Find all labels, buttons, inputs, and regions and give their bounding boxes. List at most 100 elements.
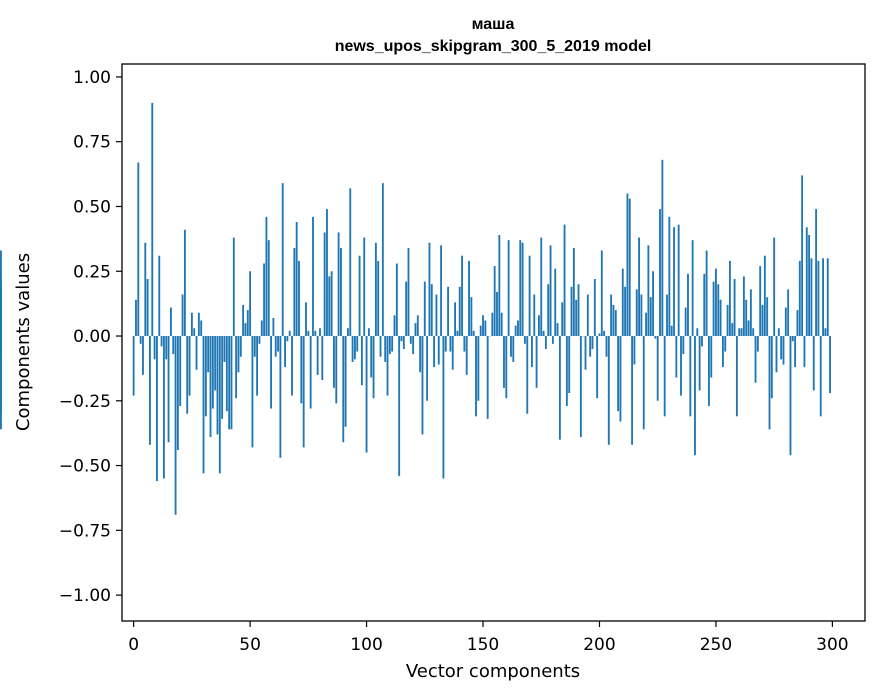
bar-10 (156, 336, 158, 482)
bar-95 (353, 336, 356, 360)
bar-187 (568, 336, 571, 394)
bar-128 (430, 284, 433, 337)
bar-272 (766, 297, 769, 337)
bar-232 (673, 227, 675, 337)
bar-20 (179, 336, 182, 406)
bar-2 (137, 162, 140, 337)
bar-173 (535, 336, 538, 388)
bar-123 (419, 336, 422, 373)
bar-60 (272, 317, 275, 337)
bar-111 (391, 336, 394, 352)
bar-279 (782, 336, 785, 365)
bar-214 (631, 336, 634, 445)
bar-116 (402, 336, 405, 349)
bar-157 (498, 234, 501, 337)
bar-31 (204, 336, 207, 417)
x-tick-label: 50 (239, 635, 261, 655)
bar-177 (544, 336, 547, 349)
bar-45 (237, 336, 240, 373)
bar-268 (756, 336, 759, 352)
bar-276 (775, 336, 778, 373)
bar-15 (167, 336, 170, 443)
bar-203 (605, 336, 608, 357)
x-tick-label: 150 (467, 635, 499, 655)
x-tick-label: 250 (700, 635, 732, 655)
bar-166 (519, 240, 522, 337)
bar-122 (416, 315, 419, 337)
bar-247 (708, 336, 710, 406)
bar-25 (190, 312, 193, 337)
bar-266 (752, 328, 755, 337)
bar-40 (225, 336, 228, 412)
bar-78 (314, 330, 317, 337)
x-tick-label: 0 (128, 635, 139, 655)
bar-253 (721, 336, 724, 368)
bar-51 (251, 336, 254, 448)
bar-230 (668, 216, 671, 337)
bar-19 (176, 336, 179, 451)
bar-175 (540, 237, 543, 337)
bar-207 (614, 310, 617, 337)
bar-185 (563, 224, 566, 337)
bar-202 (603, 330, 606, 337)
bar-99 (363, 237, 366, 337)
bar-191 (577, 284, 580, 337)
bar-278 (780, 336, 783, 360)
x-tick-label: 200 (583, 635, 615, 655)
bar-205 (610, 294, 613, 337)
bar-172 (533, 294, 536, 337)
bar-110 (388, 336, 391, 355)
bars-group (0, 102, 831, 515)
bar-124 (421, 336, 424, 435)
bar-231 (670, 325, 673, 337)
bar-5 (144, 242, 147, 337)
bar-289 (805, 227, 808, 337)
bar-236 (682, 336, 685, 355)
bar-104 (374, 242, 377, 337)
bar-165 (517, 320, 519, 337)
bar-196 (589, 336, 592, 357)
bar-130 (435, 294, 438, 337)
bar-286 (798, 260, 801, 337)
bar-199 (596, 336, 599, 399)
bar-107 (381, 183, 384, 337)
bar-43 (232, 237, 235, 337)
bar-150 (482, 315, 484, 337)
bar-249 (712, 281, 715, 337)
bar-27 (195, 336, 198, 370)
bar-211 (624, 286, 627, 337)
bar-269 (759, 266, 762, 337)
bar-252 (719, 299, 722, 337)
bar-293 (815, 209, 818, 337)
bar-121 (414, 323, 417, 337)
bar-7 (149, 336, 151, 445)
bar-149 (479, 325, 482, 337)
bar-188 (570, 286, 573, 337)
bar-148 (477, 336, 480, 401)
bar-97 (358, 255, 361, 337)
bar-89 (340, 247, 342, 337)
bar-54 (258, 336, 261, 344)
bar-228 (663, 336, 666, 417)
bar-17 (172, 336, 175, 355)
chart-subtitle: news_upos_skipgram_300_5_2019 model (335, 38, 652, 55)
bar-74 (305, 302, 307, 337)
bar-101 (367, 328, 370, 337)
bar-4 (142, 336, 144, 375)
bar-58 (267, 240, 270, 337)
bar-274 (770, 336, 773, 399)
bar-154 (491, 312, 494, 337)
bar-147 (475, 336, 477, 417)
bar-222 (649, 297, 652, 337)
bar-186 (565, 336, 568, 406)
bar-164 (514, 325, 517, 337)
bar-138 (454, 302, 456, 337)
bar-108 (384, 336, 387, 362)
bar-56 (263, 263, 266, 337)
bar-38 (221, 336, 224, 419)
bar-80 (319, 328, 321, 337)
bar-170 (528, 255, 531, 337)
bar-0 (132, 336, 135, 396)
bar-98 (360, 336, 363, 386)
bar-288 (803, 336, 806, 368)
